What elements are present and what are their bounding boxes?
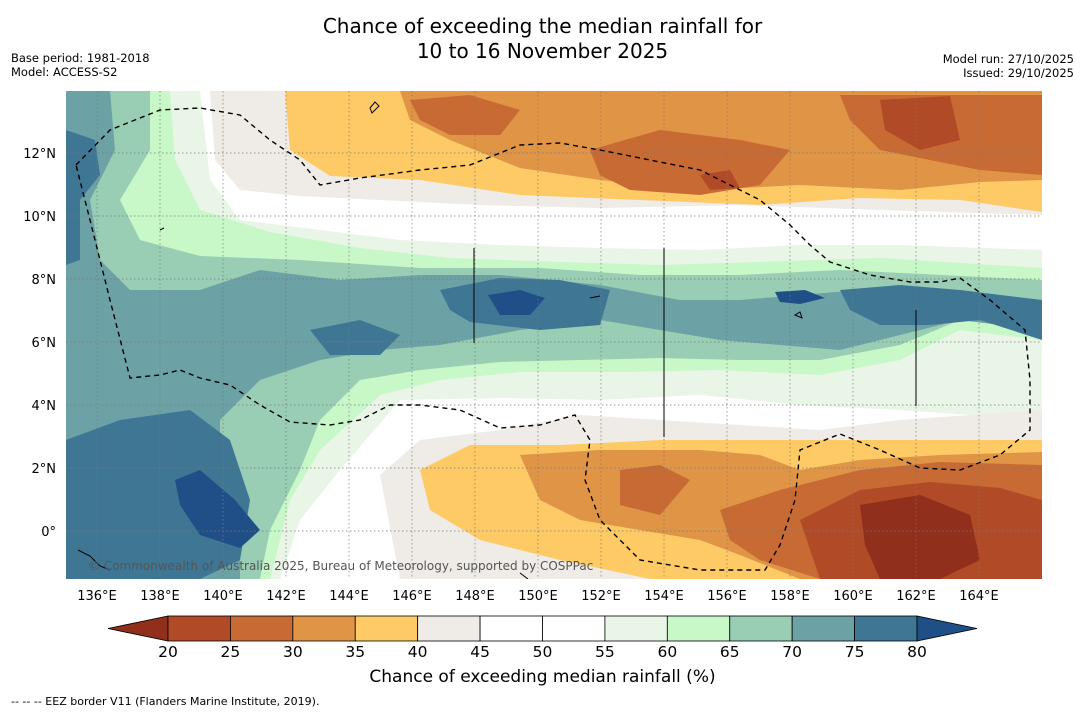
colorbar-segment <box>729 615 793 642</box>
colorbar-tick-label: 20 <box>158 643 178 661</box>
base-period: Base period: 1981-2018 <box>11 51 150 65</box>
lon-label: 152°E <box>581 589 621 604</box>
lon-label: 144°E <box>329 589 369 604</box>
lon-label: 142°E <box>266 589 306 604</box>
colorbar-segment <box>604 615 668 642</box>
region-west-65 <box>66 91 1042 579</box>
colorbar-extend-low <box>107 615 169 642</box>
colorbar-tick-label: 50 <box>532 643 553 661</box>
colorbar-tick-label: 30 <box>282 643 303 661</box>
region-center-80 <box>488 290 545 315</box>
region-south-30 <box>620 465 690 515</box>
region-west-75b <box>66 410 250 579</box>
lon-label: 148°E <box>455 589 495 604</box>
model-run: Model run: 27/10/2025 <box>942 52 1074 66</box>
colorbar-segment <box>292 615 356 642</box>
colorbar-tick-label: 65 <box>719 643 740 661</box>
colorbar-tick-label: 55 <box>595 643 615 661</box>
lon-label: 154°E <box>644 589 684 604</box>
colorbar-segment <box>417 615 481 642</box>
region-west-75 <box>66 130 100 265</box>
eez-border <box>75 107 1031 571</box>
colorbar-segment <box>167 615 231 642</box>
title-line-1: Chance of exceeding the median rainfall … <box>322 14 763 38</box>
colorbar-tick-label: 25 <box>220 643 241 661</box>
lon-label: 160°E <box>833 589 873 604</box>
lon-label: 158°E <box>770 589 810 604</box>
lon-label: 164°E <box>959 589 999 604</box>
chart-title: Chance of exceeding the median rainfall … <box>0 14 1085 64</box>
colorbar-tick-label: 80 <box>907 643 927 661</box>
colorbar-segment <box>542 615 606 642</box>
title-line-2: 10 to 16 November 2025 <box>416 39 669 63</box>
colorbar-segment <box>479 615 543 642</box>
colorbar-tick-label: 40 <box>407 643 428 661</box>
islands <box>77 101 917 579</box>
issued-date: Issued: 29/10/2025 <box>963 66 1074 80</box>
colorbar-title: Chance of exceeding median rainfall (%) <box>369 667 716 687</box>
lat-label: 4°N <box>32 399 57 414</box>
map-plot-area: © Commonwealth of Australia 2025, Bureau… <box>66 91 1042 579</box>
lon-label: 162°E <box>896 589 936 604</box>
lon-label: 146°E <box>392 589 432 604</box>
colorbar-tick-label: 75 <box>844 643 865 661</box>
lon-label: 140°E <box>203 589 243 604</box>
colorbar-tick-label: 45 <box>470 643 490 661</box>
lon-labels: 136°E 138°E 140°E 142°E 144°E 146°E 148°… <box>77 589 999 604</box>
lon-label: 138°E <box>140 589 180 604</box>
colorbar-extend-high <box>916 615 978 642</box>
colorbar-tick-label: 35 <box>345 643 366 661</box>
colorbar-segment <box>354 615 419 642</box>
region-north-20 <box>880 96 960 150</box>
colorbar-segment <box>791 615 855 642</box>
lat-label: 2°N <box>32 462 57 477</box>
lon-label: 156°E <box>707 589 747 604</box>
map-credit: © Commonwealth of Australia 2025, Bureau… <box>88 559 593 573</box>
lat-label: 8°N <box>32 273 57 288</box>
lat-label: 10°N <box>23 210 56 225</box>
region-north-25b <box>590 130 790 195</box>
region-east-75 <box>840 285 1042 340</box>
colorbar-segment <box>230 615 294 642</box>
lon-label: 150°E <box>518 589 558 604</box>
colorbar <box>107 615 978 642</box>
region-north-25 <box>410 95 520 135</box>
colorbar-segment <box>666 615 731 642</box>
meta-right: Model run: 27/10/2025 Issued: 29/10/2025 <box>943 52 1074 80</box>
lat-labels: 12°N 10°N 8°N 6°N 4°N 2°N 0° <box>23 147 56 540</box>
region-east-80 <box>775 290 825 304</box>
lat-label: 0° <box>41 525 56 540</box>
colorbar-tick-label: 70 <box>782 643 803 661</box>
region-center-75b <box>310 320 400 355</box>
lat-label: 12°N <box>23 147 56 162</box>
lon-label: 136°E <box>77 589 117 604</box>
colorbar-tick-label: 60 <box>657 643 678 661</box>
eez-footnote: -- -- -- EEZ border V11 (Flanders Marine… <box>11 695 320 708</box>
model-name: Model: ACCESS-S2 <box>11 65 118 79</box>
meta-left: Base period: 1981-2018 Model: ACCESS-S2 <box>11 51 150 79</box>
region-southwest-80 <box>175 470 260 548</box>
lat-label: 6°N <box>32 336 57 351</box>
colorbar-segment <box>854 615 918 642</box>
region-south-20 <box>860 495 980 579</box>
